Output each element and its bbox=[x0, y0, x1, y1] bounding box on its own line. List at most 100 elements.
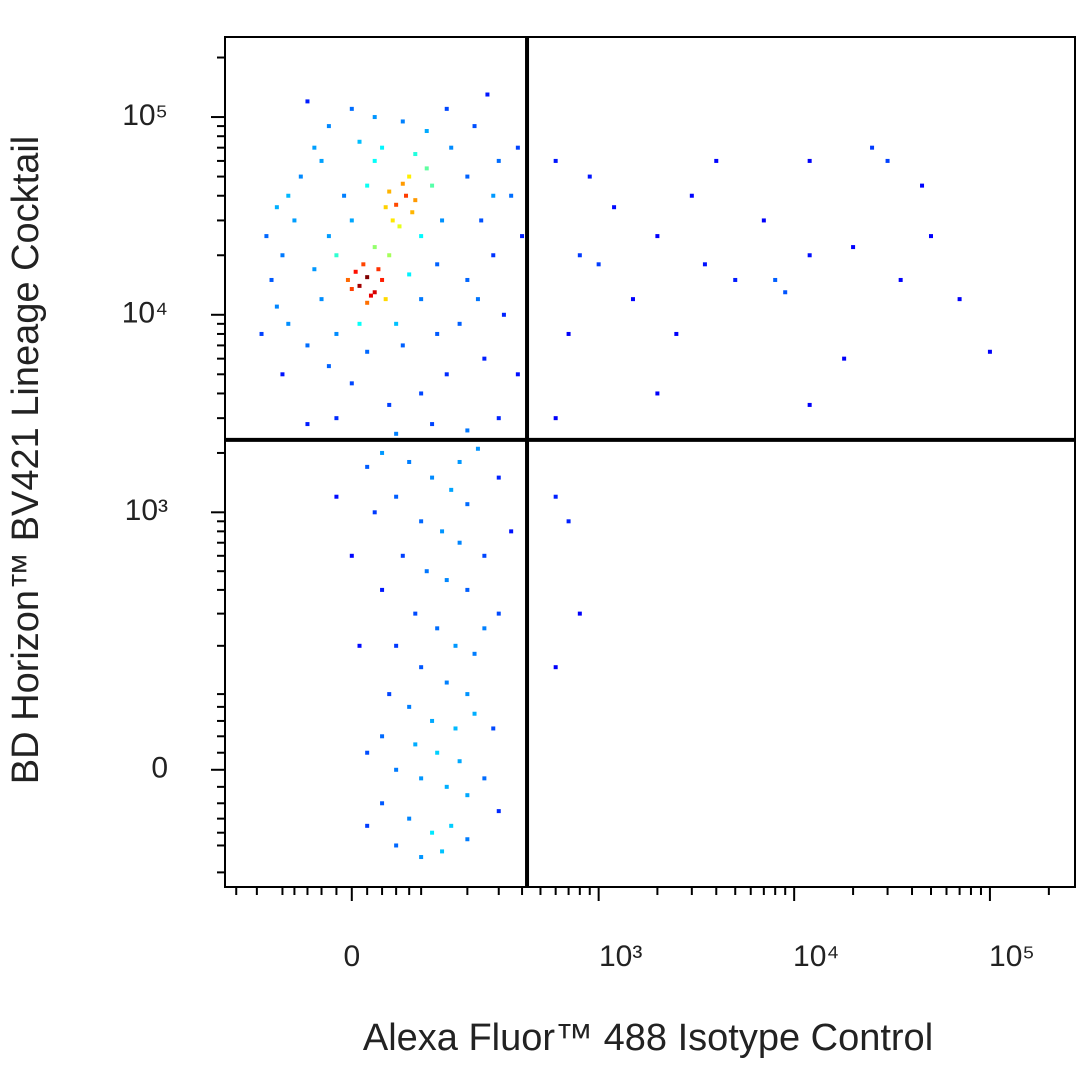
event-dot bbox=[305, 343, 310, 348]
event-dot bbox=[773, 277, 778, 282]
event-dot bbox=[465, 692, 470, 697]
event-dot bbox=[987, 349, 992, 354]
x-tick-label: 10⁴ bbox=[793, 940, 839, 973]
event-dot bbox=[465, 587, 470, 592]
event-dot bbox=[496, 611, 501, 616]
y-tick-label: 10⁵ bbox=[122, 99, 168, 132]
event-dot bbox=[430, 422, 435, 427]
event-dot bbox=[430, 718, 435, 723]
event-dot bbox=[472, 711, 477, 716]
event-dot bbox=[365, 275, 370, 280]
event-dot bbox=[365, 750, 370, 755]
y-axis-title: BD Horizon™ BV421 Lineage Cocktail bbox=[5, 136, 47, 784]
event-dot bbox=[472, 651, 477, 656]
event-dot bbox=[440, 849, 445, 854]
event-dot bbox=[465, 174, 470, 179]
event-dot bbox=[435, 626, 440, 631]
event-dot bbox=[449, 487, 454, 492]
event-dot bbox=[400, 119, 405, 124]
event-dot bbox=[783, 290, 788, 295]
event-dot bbox=[689, 193, 694, 198]
event-dot bbox=[372, 290, 377, 295]
event-dot bbox=[566, 331, 571, 336]
event-dot bbox=[496, 809, 501, 814]
event-dot bbox=[482, 776, 487, 781]
event-dot bbox=[319, 158, 324, 163]
event-dot bbox=[372, 510, 377, 515]
event-dot bbox=[410, 210, 415, 215]
event-dot bbox=[353, 269, 358, 274]
event-dot bbox=[387, 253, 392, 258]
event-dot bbox=[365, 464, 370, 469]
event-dot bbox=[349, 381, 354, 386]
event-dot bbox=[424, 129, 429, 134]
event-dot bbox=[274, 205, 279, 210]
event-dot bbox=[435, 331, 440, 336]
event-dot bbox=[457, 459, 462, 464]
event-dot bbox=[444, 784, 449, 789]
event-dot bbox=[419, 391, 424, 396]
event-dot bbox=[491, 193, 496, 198]
event-dot bbox=[430, 475, 435, 480]
plot-frame bbox=[224, 36, 1076, 888]
event-dot bbox=[357, 139, 362, 144]
event-dot bbox=[714, 158, 719, 163]
event-dot bbox=[380, 587, 385, 592]
event-dot bbox=[380, 734, 385, 739]
event-dot bbox=[465, 793, 470, 798]
event-dot bbox=[326, 234, 331, 239]
event-dot bbox=[842, 356, 847, 361]
event-dot bbox=[380, 801, 385, 806]
event-dot bbox=[419, 297, 424, 302]
event-dot bbox=[440, 529, 445, 534]
event-dot bbox=[496, 158, 501, 163]
event-dot bbox=[394, 431, 399, 436]
event-dot bbox=[361, 262, 366, 267]
event-dot bbox=[479, 218, 484, 223]
event-dot bbox=[870, 145, 875, 150]
event-dot bbox=[491, 253, 496, 258]
x-tick-label: 0 bbox=[343, 940, 360, 973]
event-dot bbox=[655, 391, 660, 396]
event-dot bbox=[465, 502, 470, 507]
event-dot bbox=[457, 759, 462, 764]
event-dot bbox=[372, 245, 377, 250]
event-dot bbox=[435, 262, 440, 267]
event-dot bbox=[419, 665, 424, 670]
event-dot bbox=[475, 297, 480, 302]
event-dot bbox=[566, 519, 571, 524]
y-tick-label: 10⁴ bbox=[122, 297, 168, 330]
event-dot bbox=[407, 704, 412, 709]
event-dot bbox=[259, 331, 264, 336]
event-dot bbox=[674, 331, 679, 336]
event-dot bbox=[655, 234, 660, 239]
event-dot bbox=[553, 665, 558, 670]
event-dot bbox=[928, 234, 933, 239]
event-dot bbox=[387, 692, 392, 697]
event-dot bbox=[472, 124, 477, 129]
event-dot bbox=[387, 402, 392, 407]
event-dot bbox=[501, 312, 506, 317]
event-dot bbox=[312, 267, 317, 272]
event-dot bbox=[465, 428, 470, 433]
event-dot bbox=[577, 611, 582, 616]
event-dot bbox=[286, 321, 291, 326]
points bbox=[259, 92, 992, 860]
event-dot bbox=[349, 106, 354, 111]
event-dot bbox=[357, 283, 362, 288]
event-dot bbox=[957, 297, 962, 302]
event-dot bbox=[482, 356, 487, 361]
event-dot bbox=[387, 189, 392, 194]
event-dot bbox=[496, 416, 501, 421]
event-dot bbox=[491, 726, 496, 731]
event-dot bbox=[326, 364, 331, 369]
event-dot bbox=[394, 767, 399, 772]
event-dot bbox=[280, 253, 285, 258]
x-tick-label: 10⁵ bbox=[989, 940, 1035, 973]
event-dot bbox=[444, 578, 449, 583]
event-dot bbox=[807, 253, 812, 258]
event-dot bbox=[898, 277, 903, 282]
event-dot bbox=[365, 183, 370, 188]
event-dot bbox=[577, 253, 582, 258]
event-dot bbox=[274, 304, 279, 309]
